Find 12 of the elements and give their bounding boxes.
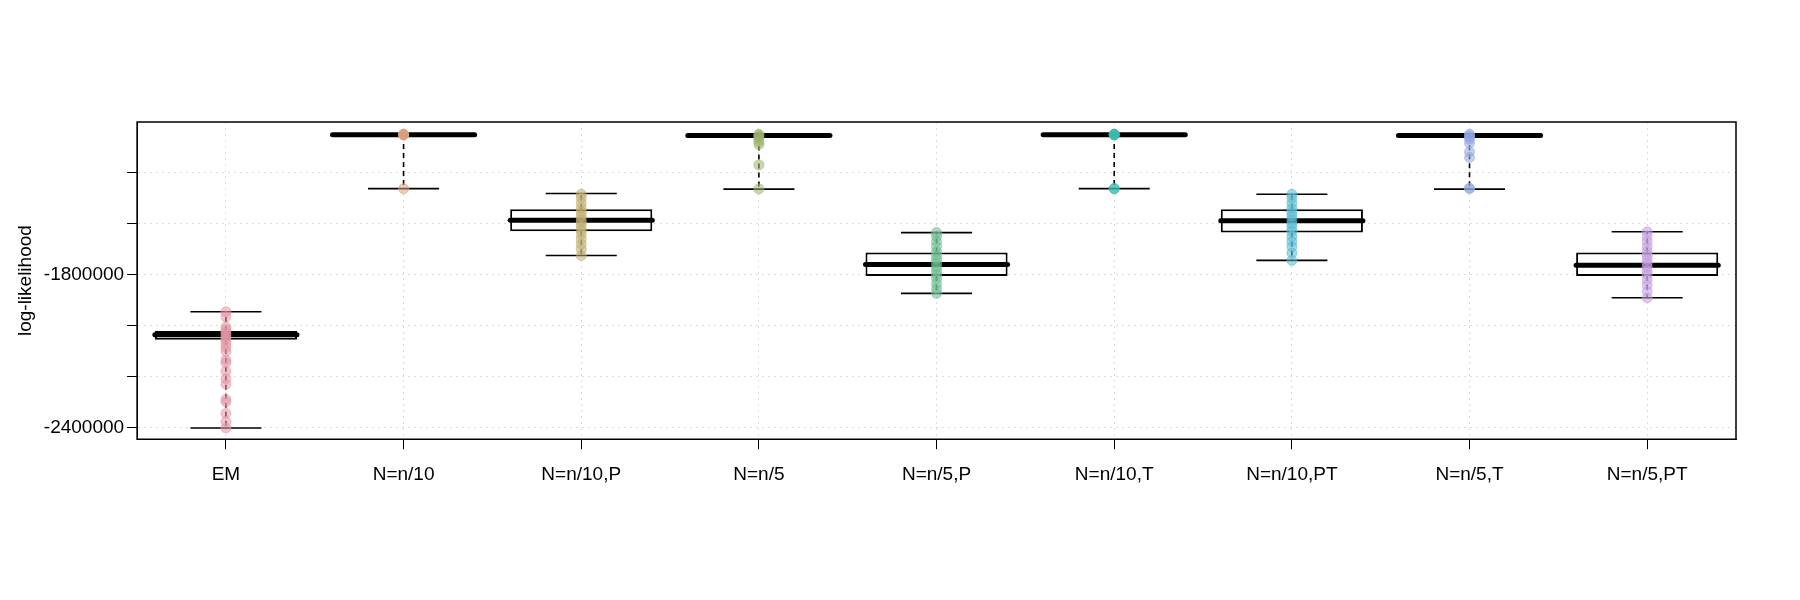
y-tick-label: -1800000 — [43, 262, 125, 284]
x-tick-label: N=n/10,PT — [1246, 462, 1338, 484]
x-tick-label: N=n/5 — [733, 462, 785, 484]
y-axis-title: log-likelihood — [13, 225, 35, 337]
x-tick-label: N=n/5,PT — [1606, 462, 1688, 484]
y-tick-label: -2400000 — [43, 416, 125, 438]
x-tick-label: N=n/10 — [372, 462, 435, 484]
x-tick-label: N=n/5,T — [1435, 462, 1504, 484]
x-tick-label: N=n/5,P — [901, 462, 972, 484]
x-tick-label: N=n/10,P — [541, 462, 622, 484]
x-tick-label: N=n/10,T — [1074, 462, 1154, 484]
x-tick-label: EM — [211, 462, 241, 484]
